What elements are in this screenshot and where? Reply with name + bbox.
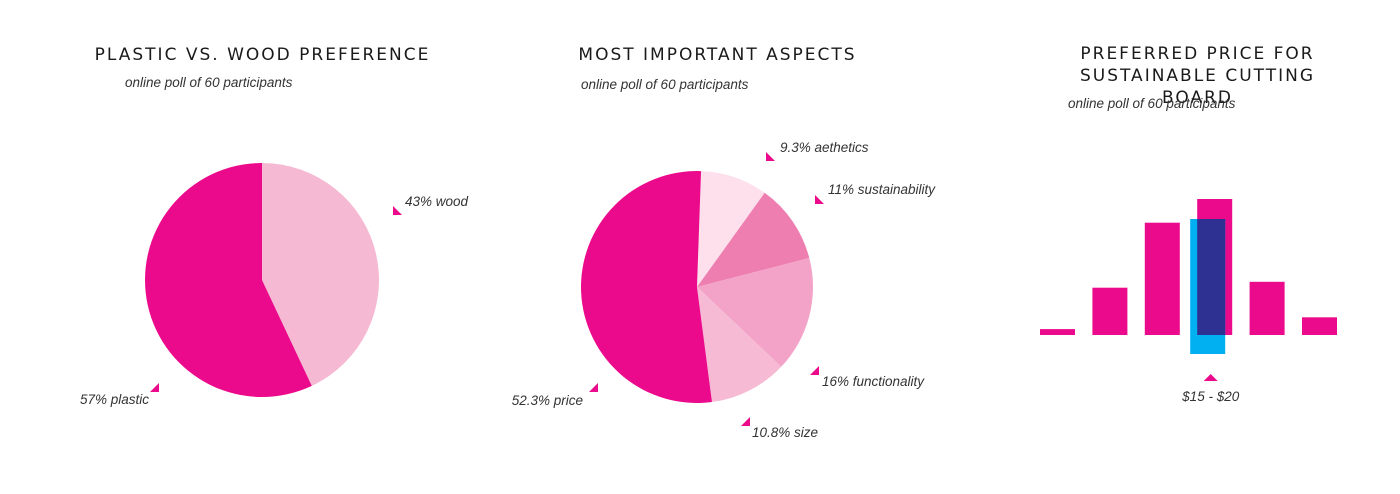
pie2-slice-functionality xyxy=(697,258,814,367)
pie1-title: PLASTIC VS. WOOD PREFERENCE xyxy=(94,45,431,65)
pie1-slice-wood xyxy=(262,163,379,386)
pie2-label-aethetics: 9.3% aethetics xyxy=(780,140,869,155)
bar-4 xyxy=(1249,281,1285,335)
bar-highlight-marker xyxy=(1203,374,1218,381)
bar-highlight-label: $15 - $20 xyxy=(1181,389,1240,404)
pie2-subtitle: online poll of 60 participants xyxy=(581,77,749,92)
pie2-label-price: 52.3% price xyxy=(512,393,583,408)
pie2-marker-price xyxy=(589,383,598,392)
bar-5 xyxy=(1302,317,1337,335)
pie1-label-plastic: 57% plastic xyxy=(80,392,149,407)
bar-0 xyxy=(1040,329,1075,335)
pie2-title: MOST IMPORTANT ASPECTS xyxy=(578,45,857,65)
pie1-marker-wood xyxy=(393,206,402,215)
pie2-marker-aethetics xyxy=(766,152,775,161)
bar-subtitle: online poll of 60 participants xyxy=(1068,96,1236,111)
pie2-marker-size xyxy=(741,417,750,426)
pie2-slice-price xyxy=(581,170,712,403)
pie2-slice-aethetics xyxy=(697,171,765,287)
pie2-slice-size xyxy=(697,287,782,403)
pie1-label-wood: 43% wood xyxy=(405,194,469,209)
pie2-slice-sustainability xyxy=(697,192,810,287)
pie2-label-sustainability: 11% sustainability xyxy=(828,182,936,197)
pie1-slice-plastic xyxy=(144,163,312,398)
bar-title: PREFERRED PRICE FOR SUSTAINABLE CUTTING … xyxy=(1079,44,1316,108)
bar-highlight-overlap xyxy=(1197,219,1226,335)
pie1-marker-plastic xyxy=(150,383,159,392)
pie2-marker-functionality xyxy=(810,366,819,375)
pie2-label-size: 10.8% size xyxy=(752,425,818,440)
bar-2 xyxy=(1144,222,1180,335)
pie1-subtitle: online poll of 60 participants xyxy=(125,75,293,90)
pie2-marker-sustainability xyxy=(815,195,824,204)
pie2-label-functionality: 16% functionality xyxy=(822,374,925,389)
bar-1 xyxy=(1092,287,1128,335)
